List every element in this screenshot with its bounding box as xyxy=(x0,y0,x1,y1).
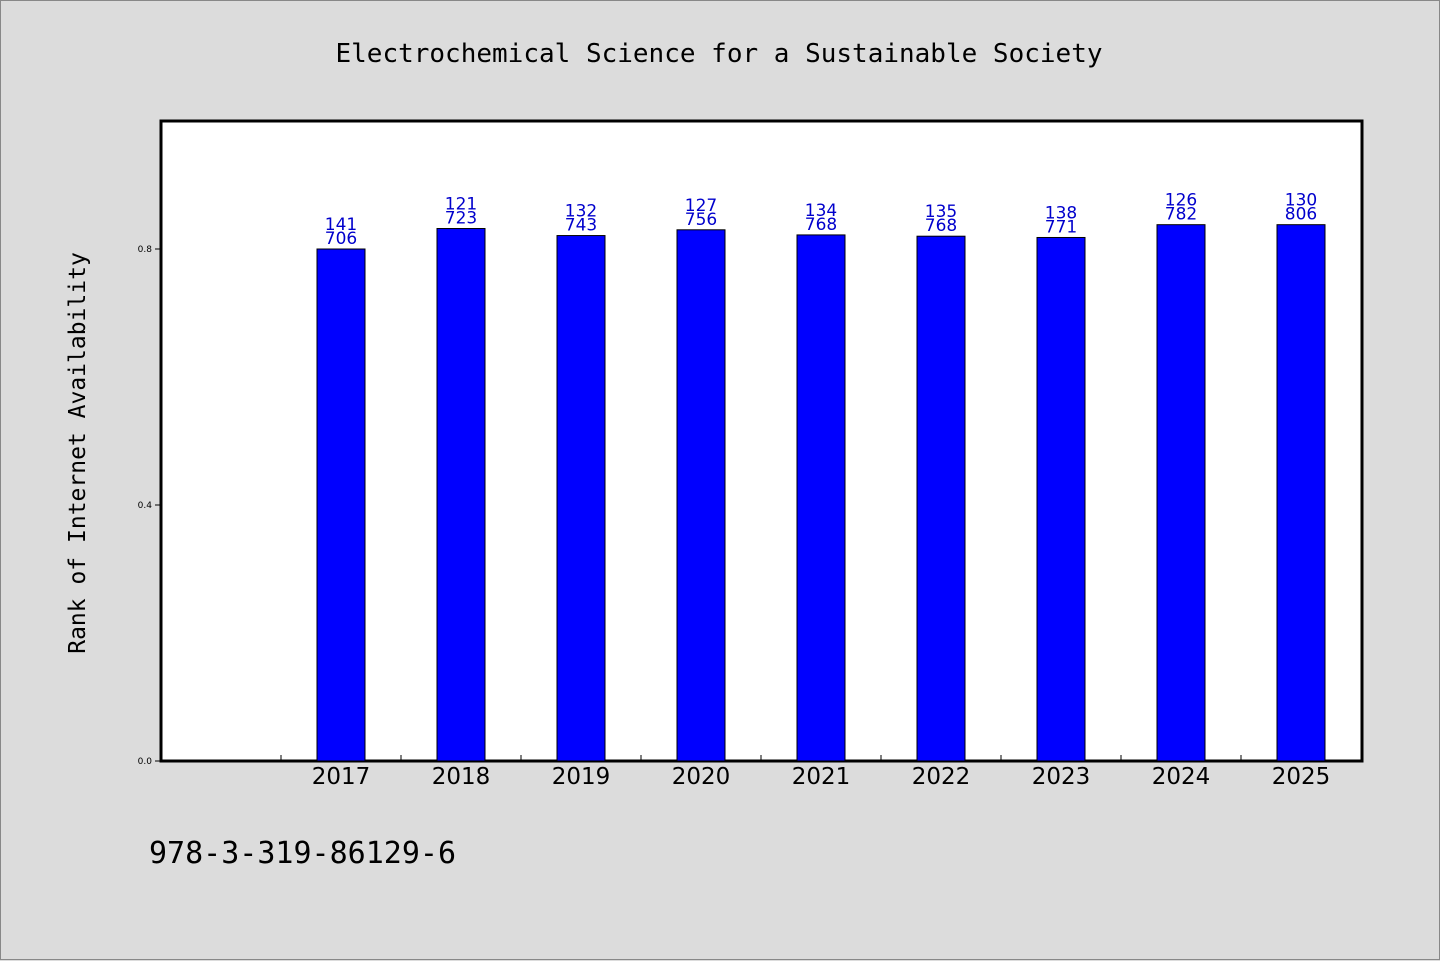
bars xyxy=(316,224,1326,762)
x-tick-label: 2022 xyxy=(912,764,971,790)
bar-label-bottom: 723 xyxy=(445,209,477,229)
bar-label-top: 138 xyxy=(1045,203,1077,223)
x-tick-label: 2021 xyxy=(792,764,851,790)
bar xyxy=(436,228,486,762)
bar xyxy=(916,235,966,762)
x-tick-label: 2019 xyxy=(552,764,611,790)
bar-label-bottom: 756 xyxy=(685,210,717,230)
bar-label-bottom: 768 xyxy=(805,215,837,235)
bar-label-top: 134 xyxy=(805,201,837,221)
bar-label-bottom: 806 xyxy=(1285,205,1317,225)
bar-label-bottom: 743 xyxy=(565,216,597,236)
bar-label-top: 127 xyxy=(685,196,717,216)
bar-label-bottom: 771 xyxy=(1045,217,1077,237)
bar xyxy=(316,248,366,762)
bar-label-bottom: 782 xyxy=(1165,205,1197,225)
bar xyxy=(1156,224,1206,762)
y-tick-label: 0.4 xyxy=(138,501,153,511)
bar-label-top: 132 xyxy=(565,202,597,222)
bar xyxy=(1036,236,1086,762)
x-axis: 2017 2018 2019 2020 2021 2022 2023 2024 2025 xyxy=(280,755,1362,790)
bar-label-top: 141 xyxy=(325,215,357,235)
y-axis: 0.0 0.4 0.8 xyxy=(138,245,161,767)
x-tick-label: 2020 xyxy=(672,764,731,790)
bar xyxy=(676,229,726,762)
x-tick-label: 2024 xyxy=(1152,764,1211,790)
y-tick-label: 0.8 xyxy=(138,245,153,255)
y-axis-label: Rank of Internet Availability xyxy=(65,252,91,654)
x-tick-label: 2025 xyxy=(1272,764,1331,790)
isbn-text: 978-3-319-86129-6 xyxy=(149,836,456,871)
bar-label-top: 130 xyxy=(1285,191,1317,211)
bar-label-bottom: 706 xyxy=(325,229,357,249)
bar-label-top: 121 xyxy=(445,195,477,215)
bar-label-top: 126 xyxy=(1165,191,1197,211)
x-tick-label: 2018 xyxy=(432,764,491,790)
chart-title: Electrochemical Science for a Sustainabl… xyxy=(335,39,1102,69)
bar-label-bottom: 768 xyxy=(925,216,957,236)
bar xyxy=(556,235,606,762)
bar-label-top: 135 xyxy=(925,202,957,222)
y-tick-label: 0.0 xyxy=(138,757,153,767)
x-tick-label: 2017 xyxy=(312,764,371,790)
x-tick-label: 2023 xyxy=(1032,764,1091,790)
bar xyxy=(796,234,846,762)
bar xyxy=(1276,224,1326,762)
